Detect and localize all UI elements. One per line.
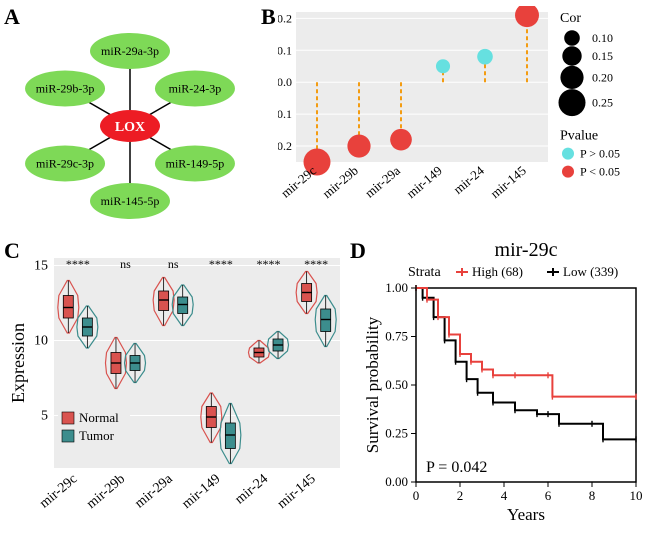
svg-text:0: 0	[413, 488, 420, 503]
svg-text:mir-149: mir-149	[179, 472, 223, 512]
svg-text:mir-29c: mir-29c	[278, 163, 319, 201]
svg-text:****: ****	[304, 257, 328, 271]
svg-text:ns: ns	[168, 257, 179, 271]
svg-text:mir-24: mir-24	[232, 472, 271, 508]
svg-text:-0.1: -0.1	[278, 107, 292, 121]
svg-text:0.15: 0.15	[592, 49, 613, 63]
svg-text:10: 10	[630, 488, 643, 503]
svg-text:0.20: 0.20	[592, 70, 613, 84]
svg-text:mir-149: mir-149	[403, 163, 445, 201]
svg-text:miR-149-5p: miR-149-5p	[166, 157, 225, 171]
svg-text:0.2: 0.2	[278, 11, 292, 25]
svg-text:P = 0.042: P = 0.042	[426, 459, 487, 476]
svg-text:P < 0.05: P < 0.05	[580, 165, 620, 179]
panel-b: -0.2-0.10.00.10.2mir-29cmir-29bmir-29ami…	[278, 6, 646, 231]
svg-text:mir-29c: mir-29c	[37, 472, 80, 512]
svg-text:Pvalue: Pvalue	[560, 129, 598, 144]
svg-text:ns: ns	[120, 257, 131, 271]
svg-text:2: 2	[457, 488, 464, 503]
svg-text:10: 10	[34, 334, 48, 349]
svg-text:Low (339): Low (339)	[563, 264, 618, 279]
svg-text:mir-29a: mir-29a	[132, 471, 176, 511]
svg-text:0.0: 0.0	[278, 75, 292, 89]
svg-text:Expression: Expression	[10, 323, 28, 403]
svg-text:miR-29a-3p: miR-29a-3p	[101, 44, 159, 58]
svg-text:****: ****	[66, 257, 90, 271]
panel-c: 5 10 15 Expression **** mir-29c ns mir-29b ns mir…	[10, 240, 350, 532]
svg-text:Years: Years	[507, 505, 545, 524]
svg-text:6: 6	[545, 488, 552, 503]
svg-text:LOX: LOX	[115, 120, 145, 135]
panel-d: mir-29c Strata High (68) Low (339) 0 2 4 6 8 10 0.…	[362, 238, 646, 532]
svg-text:0.1: 0.1	[278, 43, 292, 57]
svg-text:0.00: 0.00	[385, 474, 408, 489]
svg-text:0.25: 0.25	[385, 426, 408, 441]
svg-text:Cor: Cor	[560, 11, 581, 26]
svg-text:1.00: 1.00	[385, 280, 408, 295]
svg-text:mir-24: mir-24	[450, 162, 487, 196]
svg-text:0.10: 0.10	[592, 31, 613, 45]
svg-text:****: ****	[257, 257, 281, 271]
svg-text:mir-145: mir-145	[487, 163, 529, 201]
svg-text:Survival probability: Survival probability	[363, 316, 382, 453]
svg-text:0.25: 0.25	[592, 96, 613, 110]
svg-text:miR-29c-3p: miR-29c-3p	[36, 157, 94, 171]
svg-text:mir-29a: mir-29a	[362, 163, 403, 201]
svg-text:High (68): High (68)	[472, 264, 523, 279]
svg-text:mir-145: mir-145	[275, 472, 319, 512]
svg-text:-0.2: -0.2	[278, 139, 292, 153]
svg-text:P > 0.05: P > 0.05	[580, 147, 620, 161]
svg-text:miR-24-3p: miR-24-3p	[169, 82, 222, 96]
svg-text:miR-29b-3p: miR-29b-3p	[36, 82, 95, 96]
svg-text:0.75: 0.75	[385, 329, 408, 344]
svg-text:mir-29c: mir-29c	[495, 239, 558, 261]
svg-text:Strata: Strata	[408, 265, 441, 280]
svg-text:Normal: Normal	[79, 410, 119, 425]
svg-text:mir-29b: mir-29b	[84, 472, 128, 512]
svg-text:Tumor: Tumor	[79, 428, 115, 443]
svg-text:4: 4	[501, 488, 508, 503]
svg-text:5: 5	[41, 409, 48, 424]
svg-text:****: ****	[209, 257, 233, 271]
svg-text:8: 8	[589, 488, 596, 503]
panel-a: miR-29a-3p miR-24-3p miR-149-5p miR-145-5p m…	[18, 8, 243, 233]
svg-text:0.50: 0.50	[385, 377, 408, 392]
panel-b-label: B	[261, 4, 276, 30]
svg-text:15: 15	[34, 259, 48, 274]
svg-text:miR-145-5p: miR-145-5p	[101, 194, 160, 208]
